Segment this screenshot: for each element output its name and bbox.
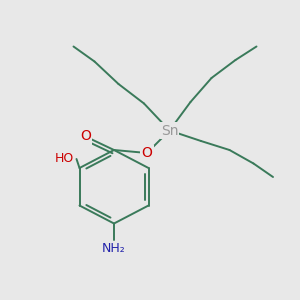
Text: O: O: [142, 146, 152, 160]
Text: O: O: [80, 130, 91, 143]
Text: Sn: Sn: [161, 124, 178, 137]
Text: NH₂: NH₂: [102, 242, 126, 256]
Text: HO: HO: [55, 152, 74, 166]
